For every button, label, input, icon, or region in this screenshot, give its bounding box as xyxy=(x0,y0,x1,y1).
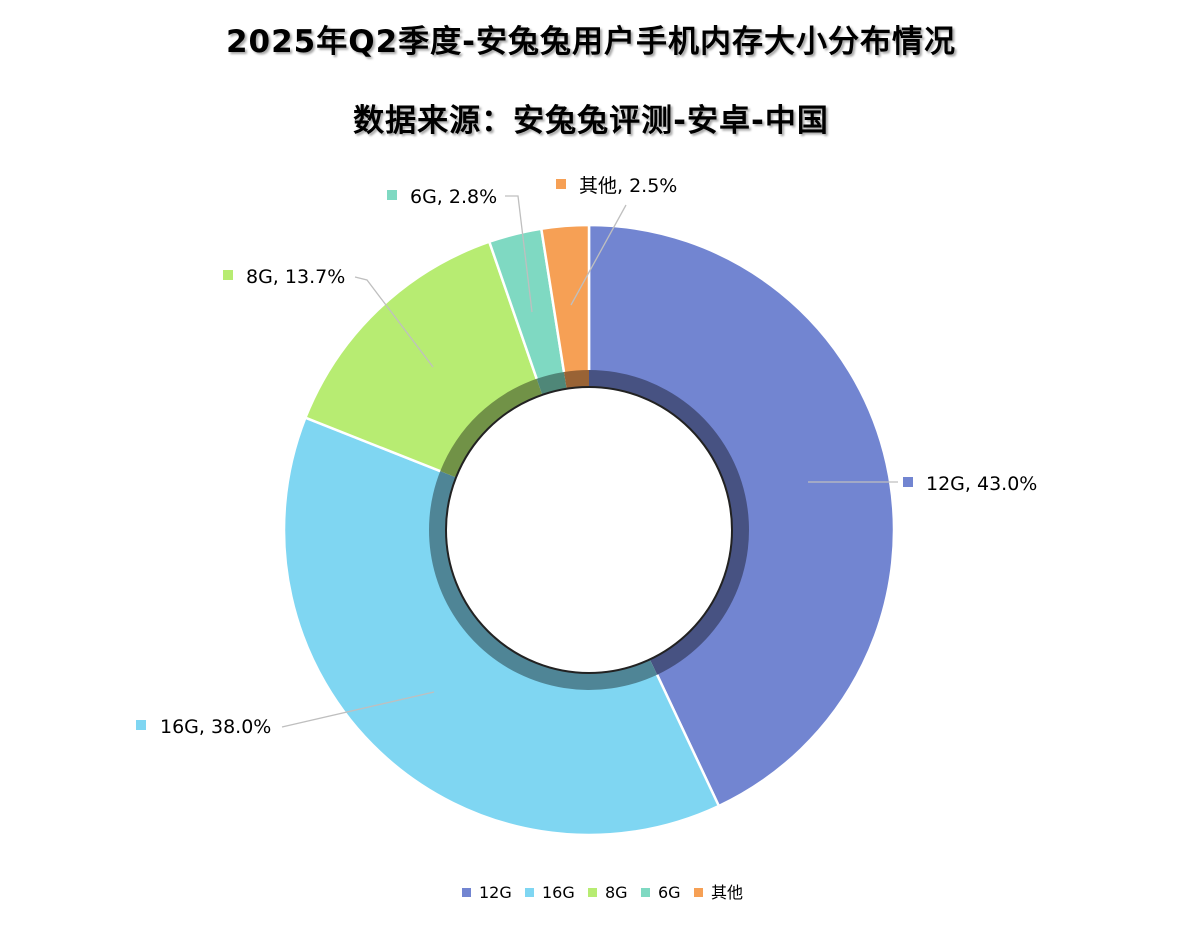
slice-shadow-其他 xyxy=(563,370,589,389)
data-label-其他: 其他, 2.5% xyxy=(579,175,677,197)
legend-swatch-12G xyxy=(462,888,471,897)
legend-swatch-8G xyxy=(588,888,597,897)
leader-line-8G xyxy=(354,276,434,368)
leader-line-16G xyxy=(281,691,435,728)
chart-title: 2025年Q2季度-安兔兔用户手机内存大小分布情况 xyxy=(225,24,957,60)
slice-shadow-16G xyxy=(428,471,658,690)
label-swatch-16G xyxy=(136,720,146,730)
legend-swatch-16G xyxy=(525,888,534,897)
data-label-6G: 6G, 2.8% xyxy=(410,186,497,208)
legend-swatch-其他 xyxy=(694,888,703,897)
slice-shadow-8G xyxy=(440,378,543,478)
label-swatch-8G xyxy=(223,270,233,280)
leader-line-6G xyxy=(505,195,533,313)
data-label-8G: 8G, 13.7% xyxy=(246,266,345,288)
slice-shadow-12G xyxy=(589,370,749,675)
legend-label-6G[interactable]: 6G xyxy=(658,883,681,902)
data-label-12G: 12G, 43.0% xyxy=(926,473,1037,495)
doughnut-hole xyxy=(445,386,733,674)
legend-swatch-6G xyxy=(641,888,650,897)
legend-label-8G[interactable]: 8G xyxy=(605,883,628,902)
legend-label-12G[interactable]: 12G xyxy=(479,883,512,902)
label-swatch-6G xyxy=(387,190,397,200)
data-label-16G: 16G, 38.0% xyxy=(160,716,271,738)
legend-label-16G[interactable]: 16G xyxy=(542,883,575,902)
legend-label-其他[interactable]: 其他 xyxy=(711,883,743,902)
label-swatch-12G xyxy=(903,477,913,487)
leader-line-其他 xyxy=(570,204,627,306)
label-swatch-其他 xyxy=(556,179,566,189)
chart-subtitle: 数据来源：安兔兔评测-安卓-中国 xyxy=(353,103,829,139)
